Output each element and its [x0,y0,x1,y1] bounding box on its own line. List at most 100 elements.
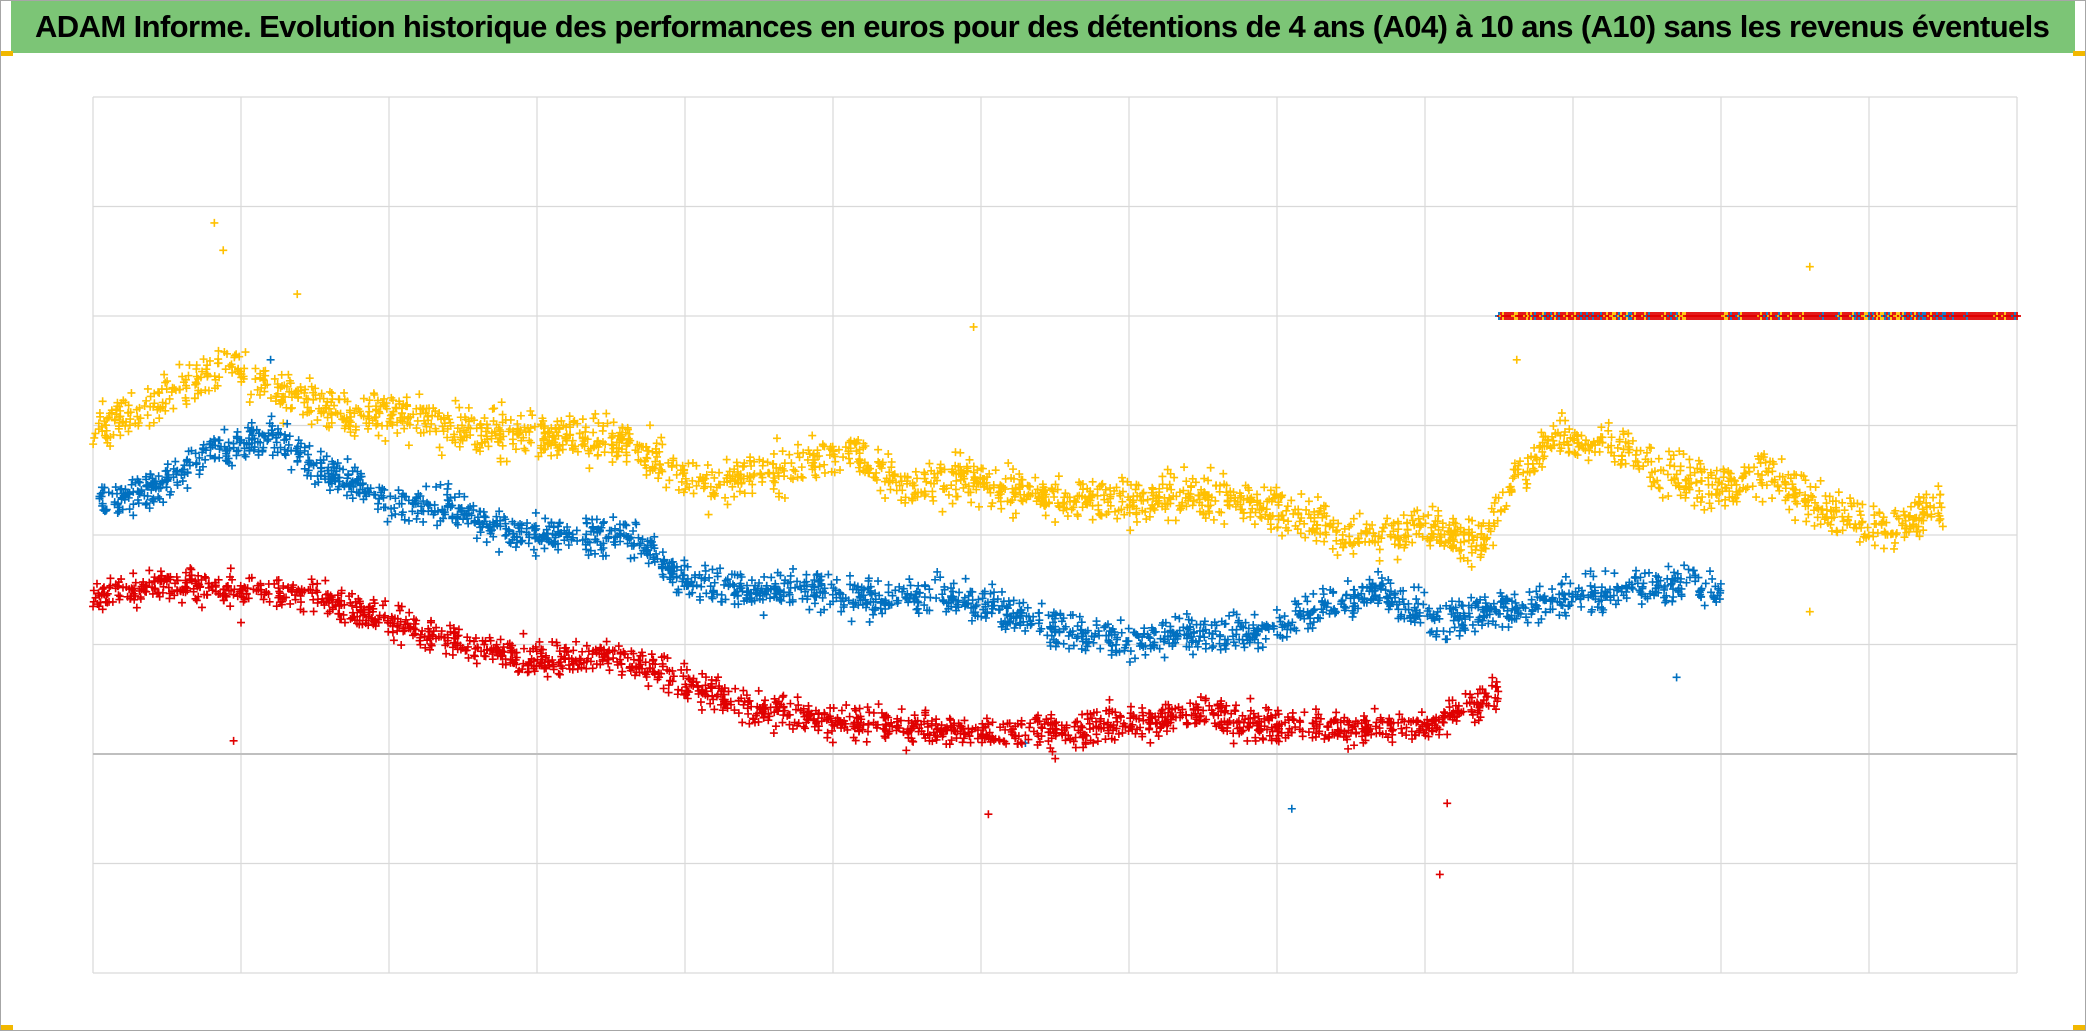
data-point-yellow [1175,488,1184,497]
data-point-yellow [967,498,976,507]
data-point-yellow [1591,441,1600,450]
data-point-yellow [585,464,594,473]
data-point-yellow [1934,482,1943,491]
data-point-yellow [1935,499,1944,508]
data-point-blue [1320,601,1329,610]
data-point-yellow [325,387,334,396]
data-point-blue [1426,628,1435,637]
resize-handle-top-right[interactable] [2073,51,2085,56]
data-point-yellow [648,462,657,471]
data-point-yellow [844,447,853,456]
data-point-blue [512,533,521,542]
data-point-yellow [710,489,719,498]
data-point-yellow [381,436,390,445]
data-point-yellow [874,457,883,466]
data-point-yellow [1235,489,1244,498]
data-point-yellow [778,447,787,456]
data-point-yellow [464,423,473,432]
data-point-yellow [1646,473,1655,482]
data-point-yellow [1574,442,1583,451]
data-point-blue [876,604,885,613]
data-point-blue [1234,616,1243,625]
data-point-yellow [160,370,169,379]
data-point-yellow [1321,502,1330,511]
data-point-blue [184,447,193,456]
data-point-yellow [1619,427,1628,436]
data-point-blue [933,567,942,576]
data-point-yellow [198,367,207,376]
data-point-yellow [1282,506,1291,515]
data-point-blue [1059,624,1068,633]
data-point-yellow [1792,471,1801,480]
data-point-yellow [1212,481,1221,490]
data-point-yellow [311,391,320,400]
data-point-blue [125,505,134,514]
data-point-yellow [1222,488,1231,497]
data-point-yellow [1415,529,1424,538]
data-point-red [1229,739,1238,748]
data-point-yellow [261,371,270,380]
data-point-yellow [1686,463,1695,472]
data-point-yellow [1361,526,1370,535]
data-point-yellow [1541,432,1550,441]
data-point-blue [677,566,686,575]
resize-handle-bottom-right[interactable] [2073,1025,2085,1030]
resize-handle-bottom-left[interactable] [1,1025,13,1030]
data-point-yellow [1414,514,1423,523]
data-point-yellow [277,396,286,405]
data-point-yellow [1555,440,1564,449]
data-point-yellow [1239,496,1248,505]
data-point-blue [599,517,608,526]
data-point-yellow [1641,455,1650,464]
data-point-yellow [1134,481,1143,490]
data-point-blue [988,580,997,589]
data-point-yellow [1598,433,1607,442]
data-point-blue [1072,634,1081,643]
data-point-yellow [1219,469,1228,478]
data-point-yellow [769,484,778,493]
data-point-yellow [1754,454,1763,463]
data-point-yellow [770,478,779,487]
data-point-blue [997,587,1006,596]
data-point-yellow [714,480,723,489]
data-point-yellow [1321,521,1330,530]
data-point-yellow [657,433,666,442]
data-point-yellow [733,470,742,479]
data-point-yellow [116,431,125,440]
data-point-yellow [1585,446,1594,455]
data-point-blue [650,532,659,541]
data-point-blue [240,450,249,459]
data-point-yellow [296,383,305,392]
data-point-yellow [1705,499,1714,508]
data-point-yellow [1791,516,1800,525]
data-point-blue [1455,631,1464,640]
data-point-yellow [813,452,822,461]
data-point-yellow [392,404,401,413]
data-point-blue [1432,630,1441,639]
data-point-yellow [1125,508,1134,517]
data-point-blue [259,431,268,440]
data-point-blue [1208,643,1217,652]
data-point-yellow [370,413,379,422]
resize-handle-top-left[interactable] [1,51,13,56]
data-point-yellow [1528,459,1537,468]
data-point-yellow [1401,531,1410,540]
data-point-blue [1261,634,1270,643]
data-point-yellow [1681,475,1690,484]
data-point-yellow [214,346,223,355]
data-point-yellow [1284,526,1293,535]
data-point-blue [697,582,706,591]
data-point-yellow [1714,478,1723,487]
data-point-blue [611,524,620,533]
data-point-yellow [304,395,313,404]
data-point-yellow [1166,499,1175,508]
data-point-yellow [536,444,545,453]
data-point-yellow [1821,491,1830,500]
data-point-yellow [526,438,535,447]
data-point-yellow [1613,443,1622,452]
data-point-yellow [1449,518,1458,527]
data-point-blue [1258,643,1267,652]
data-point-blue [135,489,144,498]
data-point-blue [1498,622,1507,631]
